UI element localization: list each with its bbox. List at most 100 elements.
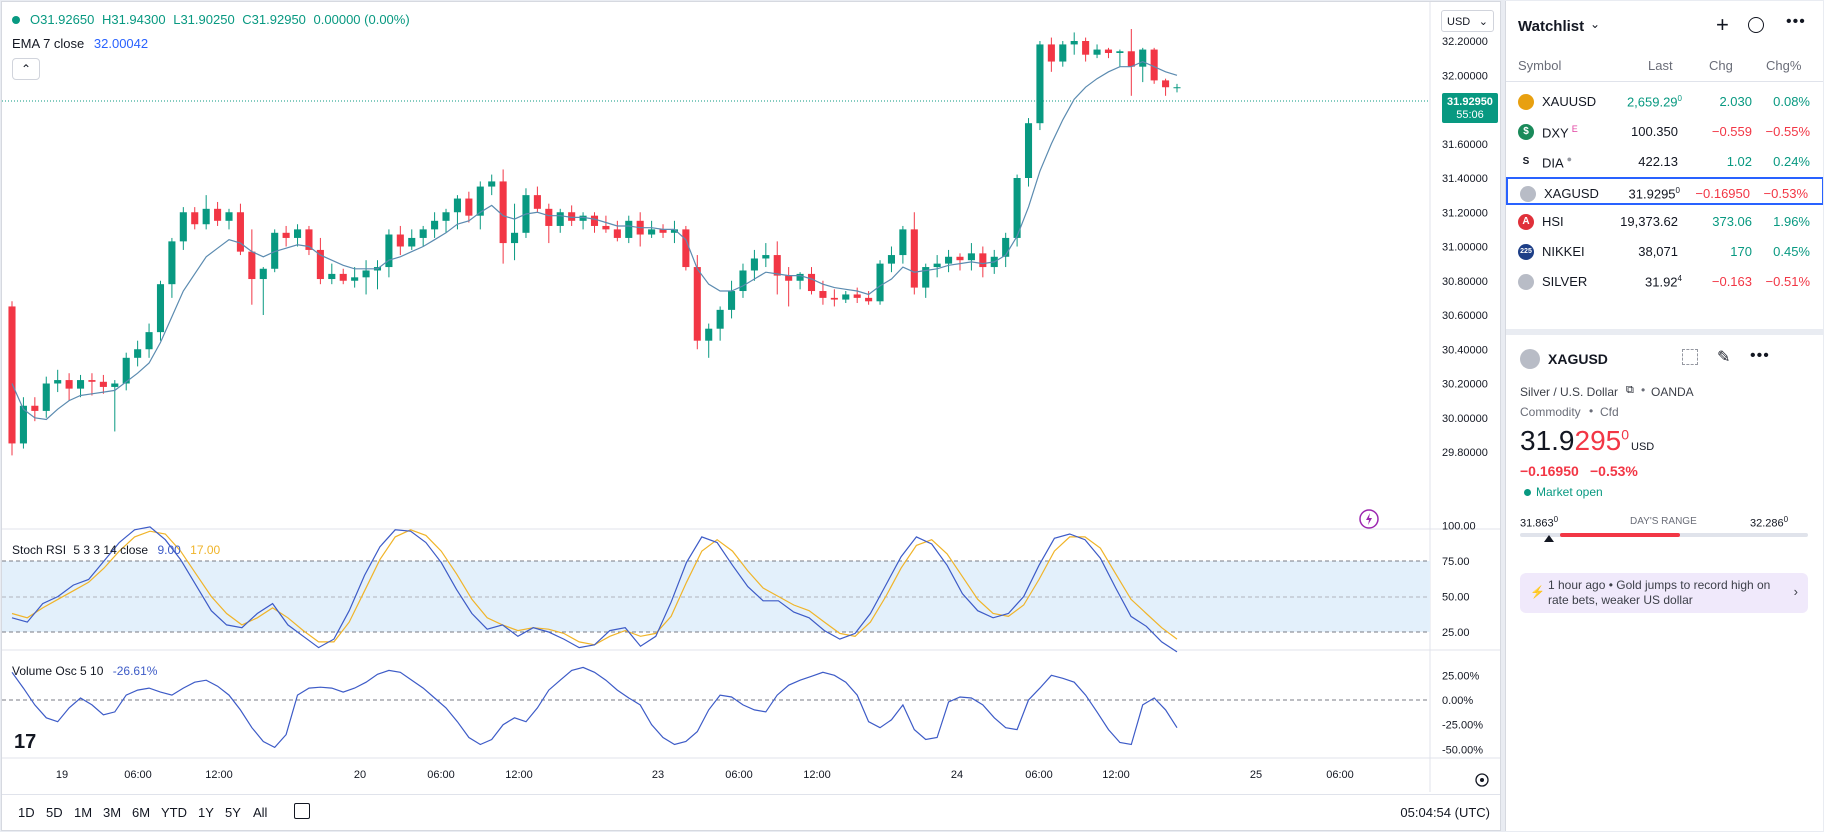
candle-body[interactable] [179, 212, 187, 242]
chevron-down-icon[interactable]: ⌄ [1590, 17, 1601, 31]
candle-body[interactable] [453, 198, 461, 213]
candle-body[interactable] [511, 232, 519, 244]
candle-body[interactable] [259, 268, 267, 280]
edit-icon[interactable]: ✎ [1717, 349, 1731, 366]
market-status[interactable]: Market open [1536, 485, 1603, 499]
candle-body[interactable] [910, 229, 918, 288]
candle-body[interactable] [134, 349, 142, 358]
range-5y-button[interactable]: 5Y [225, 805, 241, 820]
candle-body[interactable] [625, 220, 633, 238]
candle-body[interactable] [408, 237, 416, 247]
candle-body[interactable] [853, 294, 861, 298]
chart-clock-icon[interactable] [1748, 17, 1764, 33]
candle-body[interactable] [956, 256, 964, 261]
candle-body[interactable] [1002, 237, 1010, 257]
candle-body[interactable] [556, 212, 564, 226]
candle-body[interactable] [533, 195, 541, 209]
grid-icon[interactable] [1682, 349, 1698, 365]
candle-body[interactable] [865, 297, 873, 302]
candle-body[interactable] [442, 212, 450, 221]
watchlist-row[interactable]: S DIA ● 422.13 1.02 0.24% [1506, 147, 1823, 175]
watchlist-row[interactable]: A HSI 19,373.62 373.06 1.96% [1506, 207, 1823, 235]
candle-body[interactable] [1070, 41, 1078, 45]
candle-body[interactable] [145, 332, 153, 350]
candle-body[interactable] [1093, 49, 1101, 55]
candle-body[interactable] [385, 234, 393, 268]
range-3m-button[interactable]: 3M [103, 805, 122, 820]
candle-body[interactable] [305, 229, 313, 250]
candle-body[interactable] [111, 383, 119, 387]
candle-body[interactable] [19, 405, 27, 444]
range-1d-button[interactable]: 1D [18, 805, 35, 820]
more-options-icon[interactable]: ••• [1786, 13, 1806, 30]
candle-body[interactable] [1139, 49, 1147, 67]
candle-body[interactable] [796, 273, 804, 281]
column-chg-pct[interactable]: Chg% [1766, 58, 1802, 73]
candle-body[interactable] [967, 253, 975, 261]
candle-body[interactable] [785, 275, 793, 281]
candle-body[interactable] [31, 405, 39, 411]
candle-body[interactable] [602, 225, 610, 230]
candle-body[interactable] [1024, 123, 1033, 178]
candle-body[interactable] [739, 270, 747, 292]
more-options-icon[interactable]: ••• [1750, 347, 1770, 364]
column-symbol[interactable]: Symbol [1518, 58, 1562, 73]
candle-body[interactable] [922, 267, 930, 288]
detail-symbol[interactable]: XAGUSD [1548, 351, 1608, 367]
candle-body[interactable] [488, 181, 496, 187]
tradingview-logo[interactable]: 17 [14, 731, 36, 753]
candle-body[interactable] [54, 380, 62, 384]
candle-body[interactable] [248, 251, 256, 280]
candle-body[interactable] [648, 229, 656, 235]
detail-description[interactable]: Silver / U.S. Dollar [1520, 385, 1619, 399]
candle-body[interactable] [122, 357, 130, 384]
range-1y-button[interactable]: 1Y [198, 805, 214, 820]
watchlist-row[interactable]: XAUUSD 2,659.290 2.030 0.08% [1506, 87, 1823, 115]
range-ytd-button[interactable]: YTD [161, 805, 187, 820]
range-5d-button[interactable]: 5D [46, 805, 63, 820]
watchlist-row[interactable]: SILVER 31.924 −0.163 −0.51% [1506, 267, 1823, 295]
candle-body[interactable] [396, 234, 404, 247]
candle-body[interactable] [945, 256, 953, 264]
candle-body[interactable] [8, 306, 16, 444]
chart-panel[interactable]: O31.92650 H31.94300 L31.90250 C31.92950 … [1, 1, 1501, 831]
candle-body[interactable] [476, 186, 484, 216]
currency-select[interactable]: USD ⌄ [1441, 10, 1494, 32]
candle-body[interactable] [225, 212, 233, 221]
candle-body[interactable] [419, 229, 427, 238]
candle-body[interactable] [819, 291, 827, 298]
candle-body[interactable] [465, 198, 473, 216]
candle-body[interactable] [191, 212, 199, 225]
utc-clock[interactable]: 05:04:54 (UTC) [1400, 805, 1490, 820]
candle-body[interactable] [1059, 44, 1067, 62]
candle-body[interactable] [499, 181, 507, 244]
candle-body[interactable] [728, 291, 736, 310]
candle-body[interactable] [76, 380, 85, 389]
candle-body[interactable] [236, 212, 244, 252]
candle-body[interactable] [362, 270, 370, 278]
candle-body[interactable] [202, 208, 210, 225]
watchlist-title[interactable]: Watchlist [1518, 18, 1585, 35]
candle-body[interactable] [613, 229, 621, 238]
candle-body[interactable] [293, 229, 302, 238]
date-range-icon[interactable] [294, 803, 310, 819]
candle-body[interactable] [42, 383, 50, 411]
candle-body[interactable] [88, 380, 96, 382]
candle-body[interactable] [156, 284, 165, 333]
stoch-rsi-legend[interactable]: Stoch RSI 5 3 3 14 close 9.00 17.00 [12, 543, 220, 557]
candle-body[interactable] [1082, 41, 1090, 55]
column-chg[interactable]: Chg [1709, 58, 1733, 73]
candle-body[interactable] [1047, 44, 1055, 62]
candle-body[interactable] [807, 273, 816, 292]
candle-body[interactable] [65, 380, 73, 389]
candle-body[interactable] [762, 255, 770, 259]
price-chart[interactable]: 32.2000032.0000031.8000031.6000031.40000… [2, 2, 1500, 792]
collapse-indicators-button[interactable]: ⌃ [12, 58, 40, 80]
candle-body[interactable] [830, 297, 838, 300]
candle-body[interactable] [545, 208, 553, 226]
candle-body[interactable] [750, 258, 758, 271]
candle-body[interactable] [579, 215, 587, 221]
ema-legend[interactable]: EMA 7 close 32.00042 [12, 36, 148, 51]
candle-body[interactable] [716, 309, 724, 329]
candle-body[interactable] [168, 241, 176, 285]
